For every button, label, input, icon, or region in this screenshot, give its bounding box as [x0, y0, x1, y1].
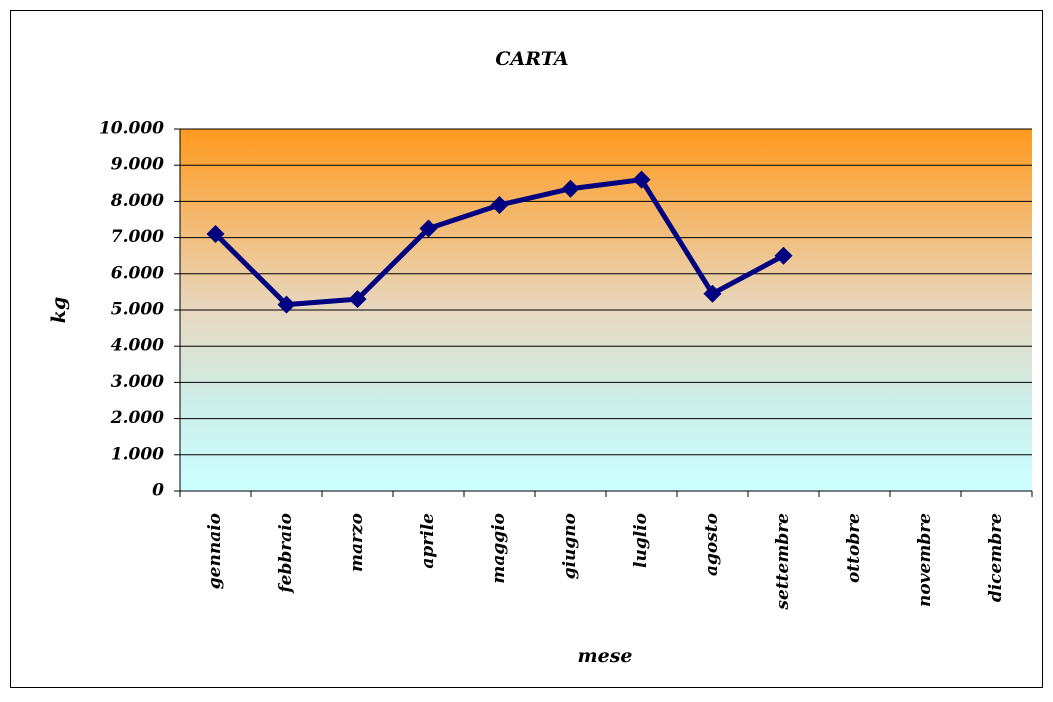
marker — [703, 284, 722, 303]
marker — [206, 224, 225, 243]
y-tick-label: 0 — [152, 481, 164, 501]
marker — [561, 179, 580, 198]
x-tick-label: ottobre — [844, 513, 864, 583]
y-tick-label: 3.000 — [111, 372, 164, 392]
y-tick-label: 9.000 — [111, 155, 164, 175]
marker — [419, 219, 438, 238]
x-tick-label: luglio — [631, 513, 651, 568]
x-tick-label: maggio — [489, 513, 509, 584]
y-tick-label: 7.000 — [111, 227, 164, 247]
y-tick-label: 5.000 — [111, 300, 164, 320]
x-axis-title: mese — [578, 645, 633, 667]
y-tick-label: 6.000 — [111, 263, 164, 283]
y-tick-label: 10.000 — [99, 119, 164, 139]
y-axis-title: kg — [48, 297, 70, 323]
y-tick-label: 1.000 — [111, 444, 164, 464]
marker — [490, 196, 509, 215]
x-tick-label: dicembre — [986, 513, 1006, 602]
y-tick-label: 2.000 — [110, 408, 164, 428]
x-tick-label: novembre — [915, 513, 935, 607]
x-tick-label: giugno — [560, 513, 580, 579]
marker — [348, 290, 367, 309]
marker — [277, 295, 296, 314]
x-tick-label: gennaio — [205, 513, 225, 589]
chart-title: CARTA — [495, 48, 568, 70]
x-tick-label: settembre — [773, 513, 793, 611]
x-tick-label: agosto — [702, 513, 722, 576]
x-tick-label: febbraio — [276, 513, 296, 594]
y-tick-label: 8.000 — [110, 191, 164, 211]
y-tick-label: 4.000 — [111, 336, 164, 356]
marker — [632, 170, 651, 189]
x-tick-label: aprile — [418, 513, 438, 569]
x-tick-label: marzo — [347, 513, 367, 572]
marker — [774, 246, 793, 265]
